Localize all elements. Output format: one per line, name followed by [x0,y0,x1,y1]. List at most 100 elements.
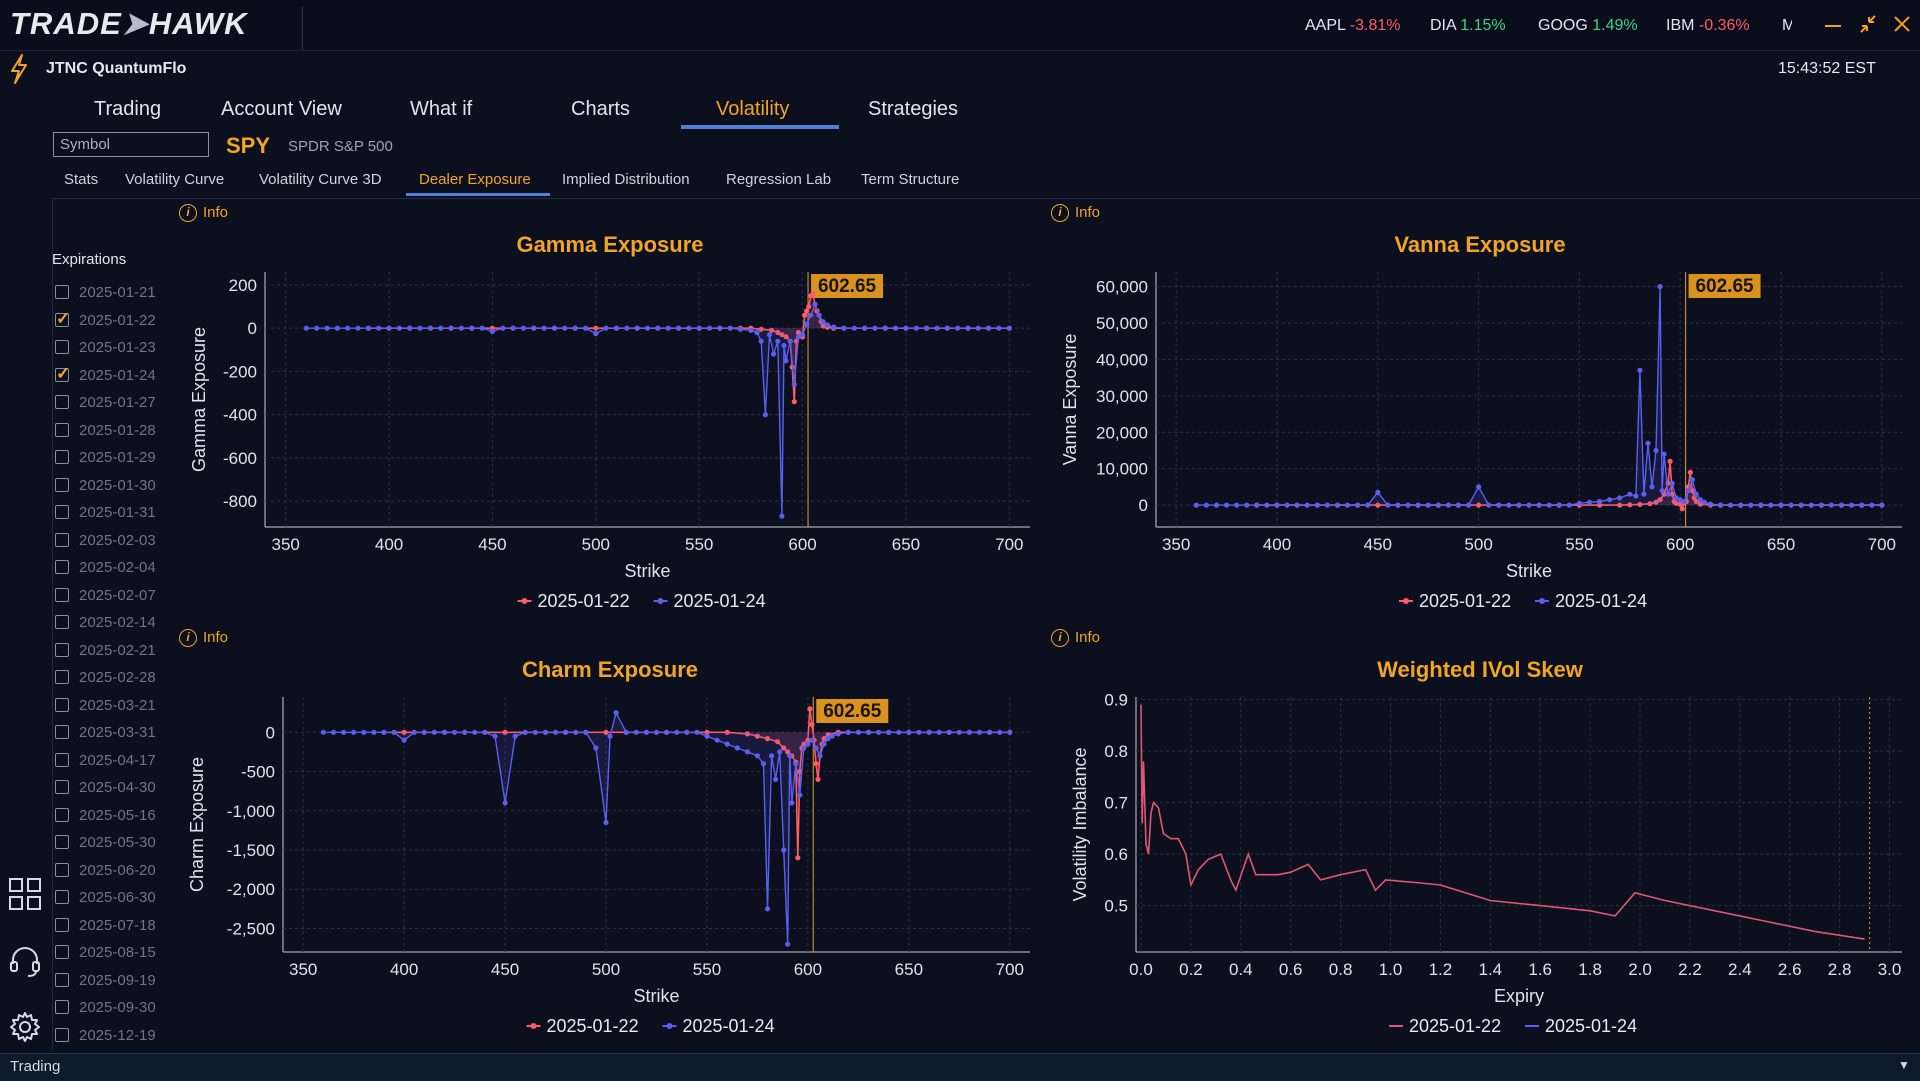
ticker-aapl[interactable]: AAPL -3.81% [1305,17,1400,35]
expiration-checkbox[interactable] [55,450,69,464]
headset-icon[interactable] [8,944,42,978]
data-point [1294,502,1300,508]
expiration-checkbox[interactable] [55,862,69,877]
data-point [1476,502,1482,508]
data-point [1334,502,1341,508]
x-tick-label: 600 [794,960,822,979]
weighted-ivol-skew-chart[interactable]: 0.0 0.2 0.4 0.6 0.8 1.0 1.2 1.4 1.6 1.8 2.0 2.2 2.4 2… [1052,687,1912,1047]
y-tick-label: 0.7 [1104,794,1128,813]
status-bar [0,1053,1920,1081]
expiration-checkbox[interactable] [55,1000,69,1014]
subtab-volatility-curve[interactable]: Volatility Curve [125,171,225,188]
expiration-checkbox[interactable] [55,642,69,657]
tab-charts[interactable]: Charts [571,98,630,120]
vanna-chart-title: Vanna Exposure [1394,232,1566,257]
expiration-checkbox[interactable] [55,477,69,492]
data-point [1435,502,1441,508]
expiration-checkbox[interactable] [55,309,70,329]
ticker-goog[interactable]: GOOG 1.49% [1538,17,1638,35]
expiration-date: 2025-03-31 [79,724,156,741]
data-point [766,332,773,338]
expiration-checkbox[interactable] [55,945,69,959]
tab-what-if[interactable]: What if [410,98,473,120]
ticker-dia[interactable]: DIA 1.15% [1430,17,1506,35]
subtab-stats[interactable]: Stats [64,171,99,188]
symbol-input[interactable] [53,132,209,157]
subtab-regression-lab[interactable]: Regression Lab [726,171,832,188]
charm-info-button[interactable]: i Info [179,629,228,648]
expiration-checkbox[interactable] [55,972,69,987]
tab-trading[interactable]: Trading [94,98,162,120]
expiration-checkbox[interactable] [55,670,69,684]
gamma-exposure-chart[interactable]: 350 400 450 500 550 600 650 700 200 0 -200 -400 -600… [180,262,1040,622]
vanna-info-button[interactable]: i Info [1051,204,1100,223]
data-point [1627,502,1633,508]
expiration-checkbox[interactable] [55,752,69,767]
expiration-checkbox[interactable] [55,697,69,712]
symbol-ticker: SPY [226,133,271,158]
data-point [886,729,892,735]
ticker-ibm[interactable]: IBM -0.36% [1666,17,1750,35]
data-point [913,325,919,331]
data-point [396,325,402,331]
x-tick-label: 2.6 [1778,960,1802,979]
charm-exposure-chart[interactable]: 350 400 450 500 550 600 650 700 0 -500 -1,000 -1,50… [180,687,1040,1047]
grid-icon[interactable] [8,877,42,911]
data-point [936,729,942,735]
minimize-icon[interactable] [1822,12,1844,36]
expiration-checkbox[interactable] [55,532,69,547]
data-point [1395,502,1401,508]
app-logo: TRADE➤HAWK [10,6,248,41]
restore-icon[interactable] [1857,12,1879,36]
data-point [804,321,810,327]
data-point [1689,477,1695,483]
subtab-volatility-curve-3d[interactable]: Volatility Curve 3D [259,171,382,188]
expiration-checkbox[interactable] [55,422,69,437]
data-point [882,325,888,331]
chevron-down-icon[interactable]: ▼ [1898,1058,1910,1072]
expiration-checkbox[interactable] [55,505,69,519]
expiration-checkbox[interactable] [55,890,69,904]
expiration-checkbox[interactable] [55,917,69,932]
close-icon[interactable] [1891,12,1913,36]
data-point [324,325,330,331]
data-point [1425,502,1431,508]
expiration-checkbox[interactable] [55,587,69,602]
subtab-dealer-exposure[interactable]: Dealer Exposure [419,171,531,188]
expiration-checkbox[interactable] [55,340,69,354]
expiration-checkbox[interactable] [55,615,69,629]
expiration-checkbox[interactable] [55,1027,69,1042]
expiration-checkbox[interactable] [55,835,69,849]
expiration-checkbox[interactable] [55,560,69,574]
data-point [795,334,802,340]
x-tick-label: 400 [1263,535,1291,554]
data-point [1673,495,1679,501]
x-tick-label: 650 [895,960,923,979]
data-point [1665,491,1671,497]
expiration-checkbox[interactable] [55,285,69,299]
vanna-exposure-chart[interactable]: 350 400 450 500 550 600 650 700 60,000 50,000 40,0… [1052,262,1912,622]
expiration-checkbox[interactable] [55,395,69,409]
expiration-checkbox[interactable] [55,780,69,794]
expiration-date: 2025-02-14 [79,614,156,631]
data-point [401,729,407,735]
subtab-term-structure[interactable]: Term Structure [861,171,960,188]
data-point [1687,469,1693,475]
tab-account-view[interactable]: Account View [221,98,342,120]
expiration-checkbox[interactable] [55,725,69,739]
expiration-checkbox[interactable] [55,807,69,822]
gamma-info-button[interactable]: i Info [179,204,228,223]
tab-strategies[interactable]: Strategies [868,98,959,120]
tab-volatility[interactable]: Volatility [716,98,790,120]
expiration-checkbox[interactable] [55,364,70,384]
skew-info-button[interactable]: i Info [1051,629,1100,648]
data-point [804,308,810,314]
subtab-implied-distribution[interactable]: Implied Distribution [562,171,690,188]
data-point [1193,502,1199,508]
ticker-m[interactable]: M [1782,17,1792,35]
y-tick-label: 0.9 [1104,691,1128,710]
series-area [368,293,1010,402]
gear-icon[interactable] [8,1010,42,1044]
data-point [934,325,940,331]
data-point [1778,502,1784,508]
